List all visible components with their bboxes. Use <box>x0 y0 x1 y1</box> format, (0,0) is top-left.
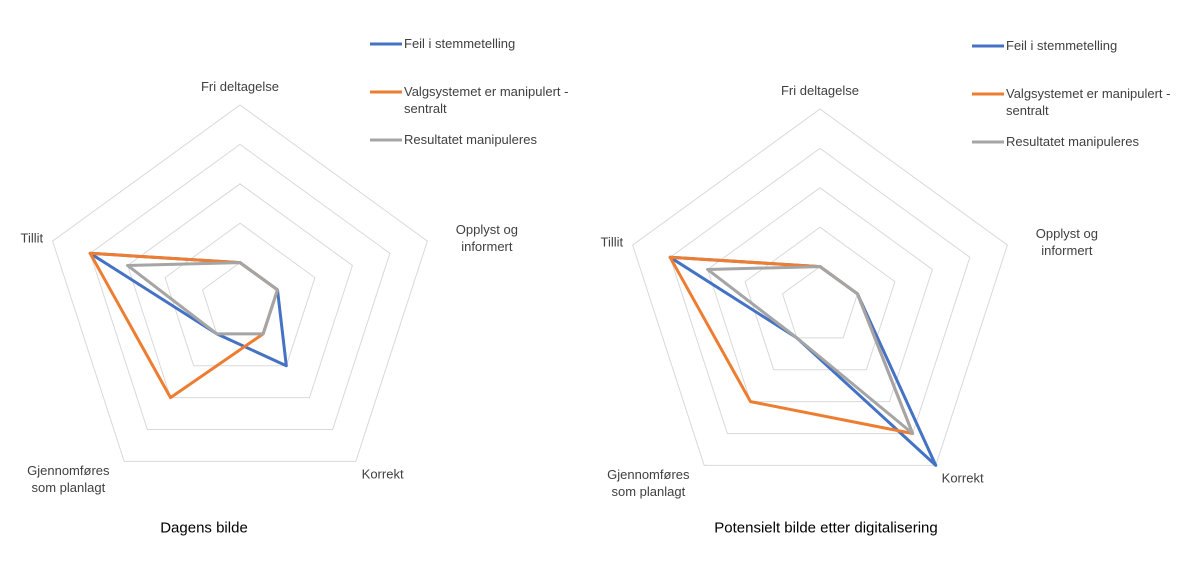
axis-label: Tillit <box>600 234 624 250</box>
axis-label: Opplyst og informert <box>1035 226 1098 259</box>
axis-label: Fri deltagelse <box>200 79 280 94</box>
axis-label: Korrekt <box>941 471 984 487</box>
legend-label: Valgsystemet er manipulert - sentralt <box>404 84 569 116</box>
legend-label: Feil i stemmetelling <box>1006 38 1118 53</box>
legend-label: Resultatet manipuleres <box>1006 134 1139 149</box>
grid-ring <box>52 104 428 462</box>
grid-ring <box>164 222 316 367</box>
axis-label: Tillit <box>20 230 44 246</box>
grid-ring <box>89 143 391 431</box>
series-line <box>706 265 915 436</box>
grid-ring <box>126 183 354 399</box>
series-line <box>126 261 279 336</box>
grid-ring <box>632 108 1008 466</box>
legend-label: Feil i stemmetelling <box>404 36 516 51</box>
grid-ring <box>706 187 934 403</box>
legend-label: Valgsystemet er manipulert - sentralt <box>1006 86 1171 118</box>
series-line <box>88 251 279 400</box>
axis-label: Fri deltagelse <box>780 83 860 98</box>
legend-label: Resultatet manipuleres <box>404 132 537 147</box>
grid-ring <box>744 226 896 371</box>
axis-label: Opplyst og informert <box>455 222 518 255</box>
chart-title: Potensielt bilde etter digitalisering <box>714 519 938 537</box>
series-line <box>668 255 938 467</box>
axis-label: Gjennomføres som planlagt <box>607 467 690 500</box>
grid-ring <box>669 147 971 435</box>
axis-label: Gjennomføres som planlagt <box>27 463 110 496</box>
grid-ring <box>781 265 859 339</box>
chart-title: Dagens bilde <box>160 519 248 537</box>
axis-label: Korrekt <box>361 467 404 483</box>
